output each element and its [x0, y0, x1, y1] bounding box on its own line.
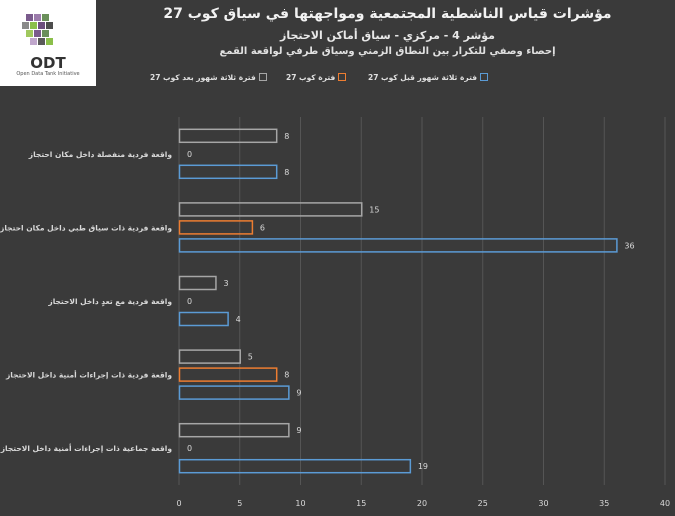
data-label-4-1: 0: [187, 444, 192, 453]
odt-logo: ODT Open Data Tank Initiative: [0, 0, 96, 86]
logo-cubes-icon: [22, 14, 53, 45]
legend-item-after: فترة ثلاثة شهور بعد كوب 27: [150, 73, 267, 82]
category-label-2: واقعة فردية مع تعدٍ داخل الاحتجاز: [47, 297, 172, 307]
bar-3-2: [178, 385, 290, 400]
data-label-2-0: 3: [223, 279, 228, 288]
bar-4-2: [178, 458, 412, 474]
data-label-4-0: 9: [296, 426, 301, 435]
bar-2-0: [178, 275, 217, 291]
legend-item-during: فترة كوب 27: [286, 73, 347, 82]
data-label-1-2: 36: [624, 241, 634, 250]
x-tick-label-6: 30: [538, 499, 548, 508]
bar-1-2: [178, 238, 618, 253]
bar-2-2: [178, 311, 229, 327]
chart-legend: فترة ثلاثة شهور بعد كوب 27 فترة كوب 27 ف…: [150, 70, 550, 88]
logo-subtext: Open Data Tank Initiative: [16, 71, 80, 77]
chart-subtitle-1: مؤشر 4 - مركزي - سياق أماكن الاحتجاز: [280, 29, 495, 42]
data-label-3-0: 5: [248, 353, 253, 362]
data-label-4-2: 19: [418, 462, 428, 471]
data-label-2-1: 0: [187, 297, 192, 306]
data-label-0-2: 8: [284, 168, 289, 177]
legend-label-after: فترة ثلاثة شهور بعد كوب 27: [150, 73, 256, 82]
category-label-1: واقعة فردية ذات سياق طبي داخل مكان احتجا…: [0, 223, 172, 232]
x-tick-label-7: 35: [599, 499, 609, 508]
category-label-4: واقعة جماعية ذات إجراءات أمنية داخل الاح…: [0, 443, 172, 453]
bar-3-1: [178, 367, 278, 382]
chart-title: مؤشرات قياس الناشطية المجتمعية ومواجهتها…: [163, 6, 612, 22]
data-label-1-1: 6: [260, 223, 265, 232]
category-label-3: واقعة فردية ذات إجراءات أمنية داخل الاحت…: [5, 370, 172, 380]
data-label-0-0: 8: [284, 132, 289, 141]
data-label-3-2: 9: [296, 389, 301, 398]
x-tick-label-2: 10: [295, 499, 305, 508]
bar-1-0: [178, 202, 363, 217]
chart-subtitle-2: إحصاء وصفي للتكرار بين النطاق الزمني وسي…: [219, 46, 556, 57]
legend-item-before: فترة ثلاثة شهور قبل كوب 27: [368, 73, 489, 82]
bar-1-1: [178, 220, 254, 235]
x-tick-label-5: 25: [478, 499, 488, 508]
data-label-3-1: 8: [284, 371, 289, 380]
x-tick-label-3: 15: [356, 499, 366, 508]
data-label-0-1: 0: [187, 150, 192, 159]
category-label-0: واقعة فردية منفصلة داخل مكان احتجاز: [28, 150, 173, 159]
x-tick-label-0: 0: [176, 499, 181, 508]
x-tick-label-4: 20: [417, 499, 427, 508]
bar-3-0: [178, 349, 241, 364]
bar-0-0: [178, 128, 278, 144]
x-tick-label-1: 5: [237, 499, 242, 508]
logo-text: ODT: [30, 54, 66, 72]
legend-label-before: فترة ثلاثة شهور قبل كوب 27: [368, 73, 478, 82]
data-label-2-2: 4: [236, 315, 241, 324]
bar-4-0: [178, 422, 290, 438]
x-tick-label-8: 40: [660, 499, 670, 508]
data-label-1-0: 15: [369, 205, 379, 214]
legend-label-during: فترة كوب 27: [286, 73, 336, 82]
bar-0-2: [178, 164, 278, 180]
